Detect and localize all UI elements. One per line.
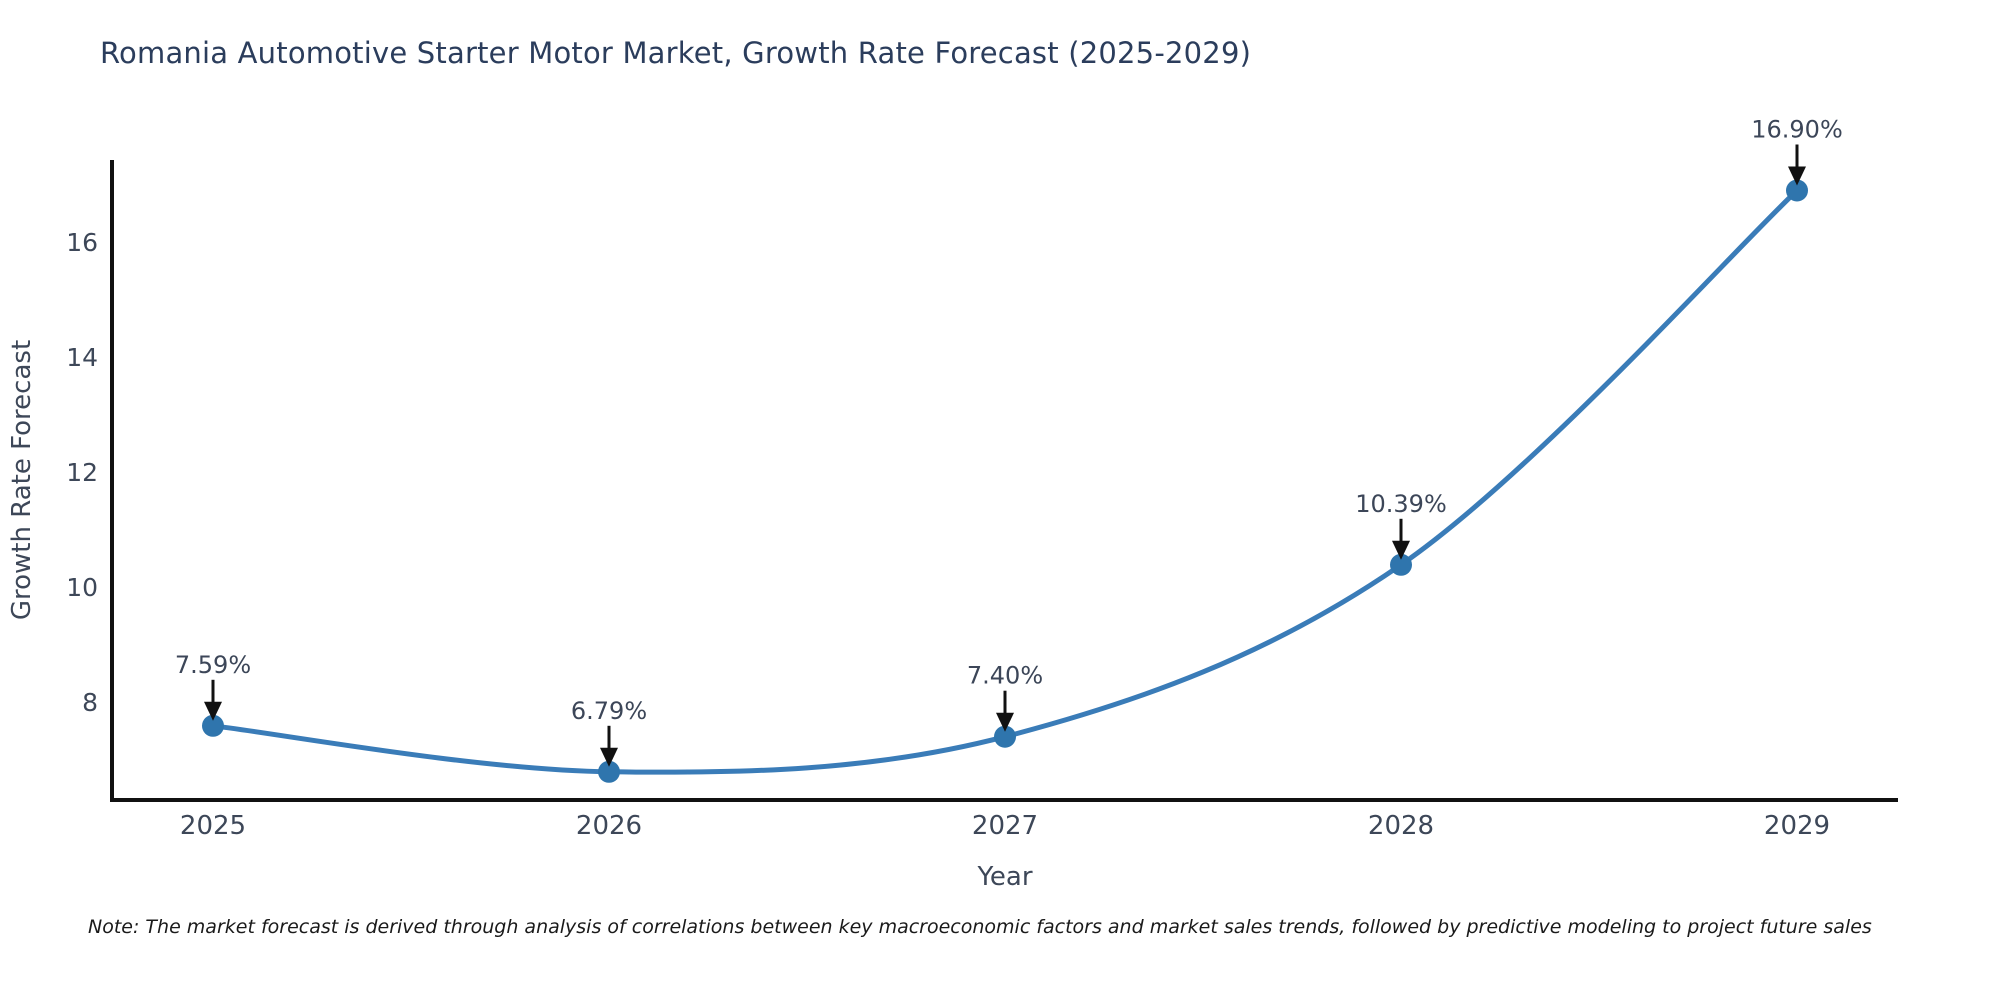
- footnote: Note: The market forecast is derived thr…: [88, 916, 1872, 938]
- annotation-arrowhead: [996, 712, 1014, 732]
- annotation-arrowhead: [1392, 540, 1410, 560]
- x-tick-label: 2028: [1368, 811, 1434, 841]
- data-point-marker-2028: [1390, 553, 1412, 576]
- annotation-label: 10.39%: [1355, 490, 1447, 518]
- y-tick-label: 14: [66, 343, 98, 372]
- data-point-marker-2026: [598, 760, 620, 783]
- x-tick-label: 2027: [972, 811, 1038, 841]
- x-axis-title: Year: [976, 862, 1032, 892]
- annotation-arrowhead: [204, 701, 222, 721]
- chart-title: Romania Automotive Starter Motor Market,…: [100, 36, 1252, 70]
- annotation-label: 16.90%: [1751, 116, 1843, 144]
- x-tick-label: 2025: [180, 811, 246, 841]
- x-tick-label: 2029: [1764, 811, 1830, 841]
- annotation-label: 6.79%: [571, 697, 647, 725]
- forecast-line: [210, 188, 1800, 775]
- annotation-label: 7.40%: [967, 662, 1043, 690]
- annotation-label: 7.59%: [175, 651, 251, 679]
- y-axis-title: Growth Rate Forecast: [7, 340, 37, 620]
- data-point-marker-2027: [994, 725, 1016, 748]
- y-tick-label: 8: [82, 688, 98, 717]
- annotation-arrowhead: [1788, 166, 1806, 186]
- data-point-marker-2025: [202, 714, 224, 737]
- y-tick-label: 16: [66, 228, 98, 257]
- annotation-arrowhead: [600, 747, 618, 767]
- data-point-marker-2029: [1786, 179, 1808, 202]
- x-tick-label: 2026: [576, 811, 642, 841]
- y-tick-label: 12: [66, 458, 98, 487]
- y-tick-label: 10: [66, 573, 98, 602]
